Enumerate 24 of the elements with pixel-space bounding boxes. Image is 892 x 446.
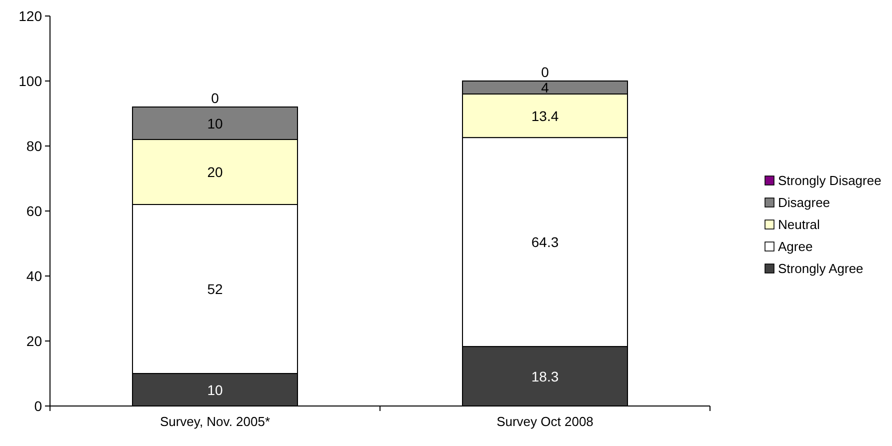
data-label: 10 [207, 382, 223, 398]
legend-label: Agree [778, 239, 813, 254]
data-label: 0 [541, 64, 550, 80]
data-label: 20 [207, 164, 223, 180]
data-label: 10 [207, 115, 223, 132]
y-tick-label: 0 [34, 398, 42, 414]
x-tick-label: Survey, Nov. 2005* [160, 414, 270, 429]
legend-label: Strongly Disagree [778, 173, 882, 188]
data-label: 0 [211, 90, 220, 106]
legend-label: Disagree [778, 195, 830, 210]
data-label: 18.3 [531, 368, 559, 384]
data-label: 13.4 [531, 108, 559, 124]
legend-label: Neutral [778, 217, 820, 232]
y-tick-label: 60 [26, 203, 42, 219]
y-tick-label: 80 [26, 138, 42, 154]
y-tick-label: 20 [26, 333, 42, 349]
y-tick-label: 120 [18, 8, 42, 24]
data-label: 52 [207, 281, 223, 297]
legend-label: Strongly Agree [778, 261, 864, 276]
data-label: 4 [541, 80, 550, 96]
data-label: 64.3 [531, 234, 559, 250]
y-tick-label: 100 [18, 73, 42, 89]
y-tick-label: 40 [26, 268, 42, 284]
x-tick-label: Survey Oct 2008 [496, 414, 594, 429]
